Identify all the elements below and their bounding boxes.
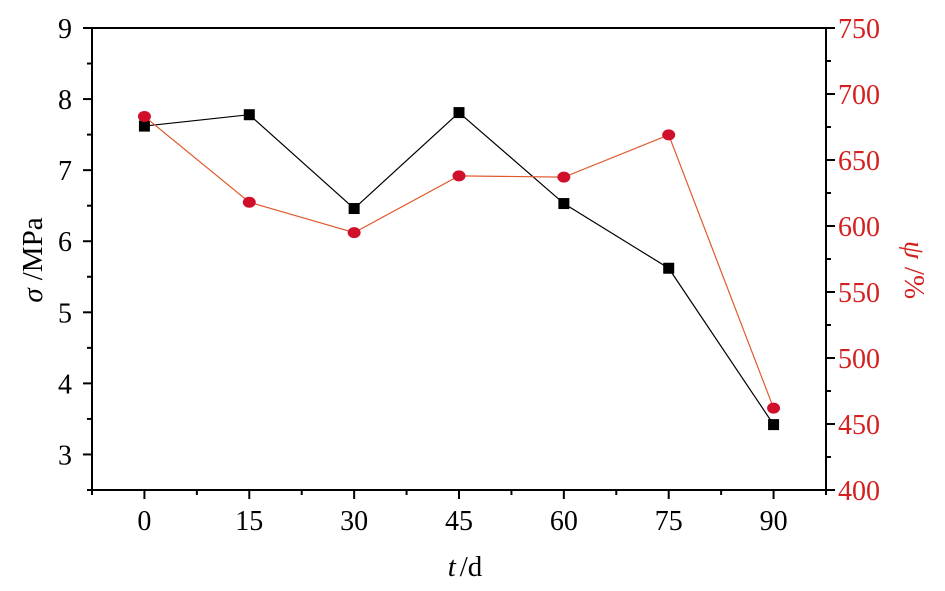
data-point-square xyxy=(768,419,780,431)
y2-axis-unit: /% xyxy=(898,267,930,299)
data-point-square xyxy=(558,198,570,210)
data-point-square xyxy=(453,107,465,119)
y-tick-label: 5 xyxy=(58,298,72,329)
y2-axis-symbol: ψ xyxy=(898,241,930,260)
x-tick-label: 60 xyxy=(550,506,578,537)
left-series-line xyxy=(144,111,775,425)
data-point-square xyxy=(243,109,255,121)
y-axis-unit: /MPa xyxy=(17,217,49,280)
y2-tick-label: 650 xyxy=(838,146,880,177)
series-layer xyxy=(137,107,781,431)
data-point-circle xyxy=(557,171,571,183)
data-point-square xyxy=(138,120,150,132)
x-axis-symbol: t xyxy=(448,551,457,583)
y2-axis-title: ψ /% xyxy=(898,241,930,299)
data-point-circle xyxy=(452,170,466,182)
data-point-square xyxy=(663,262,675,274)
y2-tick-label: 700 xyxy=(838,80,880,111)
y-axis-title: σ/MPa xyxy=(17,217,49,302)
y2-tick-label: 600 xyxy=(838,212,880,243)
x-tick-label: 30 xyxy=(340,506,368,537)
y-axis-symbol: σ xyxy=(17,287,49,303)
data-point-circle xyxy=(242,196,256,208)
y-tick-label: 3 xyxy=(58,440,72,471)
x-axis-unit: /d xyxy=(460,551,483,583)
data-point-square xyxy=(348,203,360,215)
y2-tick-label: 550 xyxy=(838,278,880,309)
x-tick-label: 15 xyxy=(235,506,263,537)
x-tick-label: 75 xyxy=(655,506,683,537)
y2-tick-label: 400 xyxy=(838,476,880,507)
right-series-line xyxy=(144,115,775,409)
axis-ticks: 0 15 30 45 60 75 90345678940045050055060065070… xyxy=(58,14,880,537)
data-point-circle xyxy=(137,110,151,122)
x-tick-label: 0 xyxy=(137,506,151,537)
plot-frame xyxy=(91,27,827,491)
y-tick-label: 7 xyxy=(58,156,72,187)
x-axis-title: t/d xyxy=(448,551,483,583)
y2-tick-label: 450 xyxy=(838,410,880,441)
data-point-circle xyxy=(662,129,676,141)
x-tick-label: 90 xyxy=(760,506,788,537)
x-tick-label: 45 xyxy=(445,506,473,537)
y2-tick-label: 500 xyxy=(838,344,880,375)
data-point-circle xyxy=(347,227,361,239)
y-tick-label: 8 xyxy=(58,85,72,116)
y2-tick-label: 750 xyxy=(838,14,880,45)
y-tick-label: 4 xyxy=(58,369,72,400)
data-point-circle xyxy=(767,402,781,414)
y-tick-label: 9 xyxy=(58,14,72,45)
y-tick-label: 6 xyxy=(58,227,72,258)
